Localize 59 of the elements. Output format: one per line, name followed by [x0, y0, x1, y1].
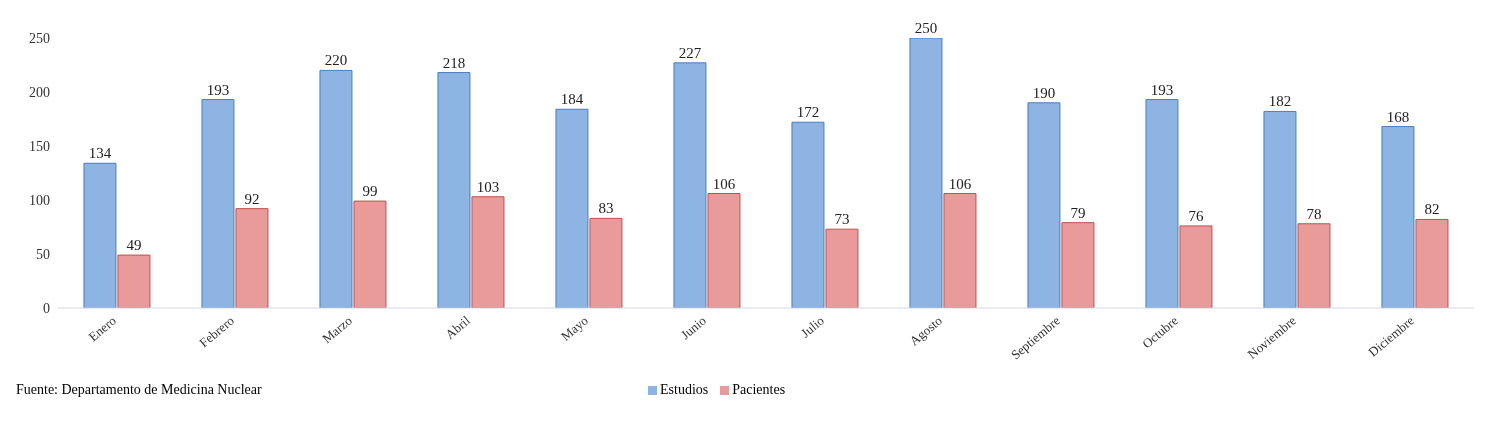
data-label: 184 [560, 91, 584, 108]
bar [471, 196, 505, 308]
x-tick-label: Julio [797, 312, 827, 341]
data-label: 99 [362, 183, 378, 200]
bar [117, 254, 151, 308]
bar [1381, 126, 1415, 308]
data-label: 193 [1150, 81, 1174, 98]
source-note: Fuente: Departamento de Medicina Nuclear [16, 382, 262, 398]
bar [353, 200, 387, 308]
bar [943, 193, 977, 308]
data-label: 168 [1386, 108, 1410, 125]
bar [319, 69, 353, 308]
bar [201, 99, 235, 308]
data-label: 79 [1070, 204, 1086, 221]
y-tick-label: 250 [29, 30, 50, 46]
data-label: 218 [442, 54, 466, 71]
bar [1415, 218, 1449, 308]
legend-label: Estudios [659, 382, 709, 398]
bar [1297, 223, 1331, 308]
data-label: 106 [948, 175, 972, 192]
bar [1179, 225, 1213, 308]
bar [707, 193, 741, 308]
bar [1145, 99, 1179, 308]
bar [1027, 102, 1061, 308]
data-label: 190 [1032, 84, 1056, 101]
data-label: 76 [1188, 207, 1204, 224]
data-label: 103 [476, 178, 500, 195]
bar [825, 228, 859, 308]
data-label: 193 [206, 81, 230, 98]
data-label: 220 [324, 52, 348, 69]
bar [555, 108, 589, 308]
data-label: 250 [914, 20, 938, 36]
data-label: 182 [1268, 93, 1292, 110]
bar [909, 38, 943, 308]
bar [589, 217, 623, 308]
legend-label: Pacientes [731, 382, 786, 398]
bar [1061, 222, 1095, 308]
data-label: 78 [1306, 205, 1322, 222]
data-label: 106 [712, 175, 736, 192]
data-label: 227 [678, 44, 702, 61]
bar [791, 121, 825, 308]
y-tick-label: 50 [36, 246, 50, 262]
x-tick-label: Junio [677, 312, 709, 343]
data-label: 83 [598, 200, 614, 217]
bar [437, 72, 471, 308]
y-tick-label: 200 [29, 84, 50, 100]
bar [235, 208, 269, 308]
bar [673, 62, 707, 308]
data-label: 49 [126, 237, 142, 254]
data-label: 82 [1424, 201, 1440, 218]
data-label: 172 [796, 104, 820, 121]
y-tick-label: 0 [43, 300, 50, 316]
bar [83, 162, 117, 308]
bar [1263, 110, 1297, 308]
data-label: 73 [834, 211, 850, 228]
y-tick-label: 150 [29, 138, 50, 154]
data-label: 92 [244, 190, 260, 207]
data-label: 134 [88, 145, 112, 162]
y-tick-label: 100 [29, 192, 50, 208]
